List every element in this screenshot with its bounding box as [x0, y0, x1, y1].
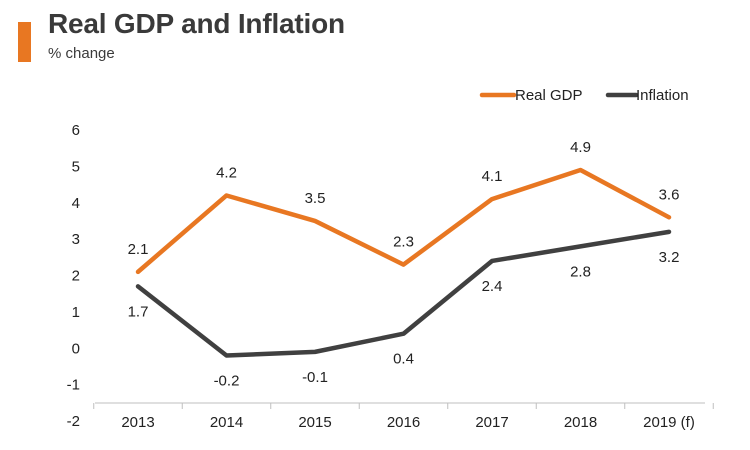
- real-gdp-data-label: 4.2: [216, 164, 237, 181]
- inflation-data-label: -0.2: [214, 373, 240, 390]
- chart-title: Real GDP and Inflation: [48, 8, 345, 39]
- inflation-data-label: 2.8: [570, 263, 591, 280]
- x-tick-label: 2018: [564, 414, 597, 431]
- chart-subtitle: % change: [48, 45, 115, 62]
- x-tick-label: 2016: [387, 414, 420, 431]
- title-accent-bar: [18, 22, 31, 62]
- y-tick-label: 5: [72, 158, 80, 175]
- inflation-line: [135, 229, 672, 358]
- x-tick-label: 2017: [475, 414, 508, 431]
- y-tick-label: 0: [72, 340, 80, 357]
- inflation-data-label: 1.7: [128, 303, 149, 320]
- real-gdp-data-label: 2.1: [128, 241, 149, 258]
- real-gdp-data-label: 3.6: [659, 186, 680, 203]
- real-gdp-data-label: 4.1: [482, 168, 503, 185]
- x-tick-label: 2014: [210, 414, 243, 431]
- inflation-data-label: -0.1: [302, 369, 328, 386]
- legend-inflation-label: Inflation: [636, 87, 689, 104]
- legend-real-gdp-label: Real GDP: [515, 87, 583, 104]
- y-tick-label: 6: [72, 122, 80, 139]
- inflation-data-label: 3.2: [659, 249, 680, 266]
- x-tick-label: 2015: [298, 414, 331, 431]
- y-tick-label: 2: [72, 268, 80, 285]
- real-gdp-data-label: 3.5: [305, 190, 326, 207]
- real-gdp-data-label: 2.3: [393, 234, 414, 251]
- y-tick-label: -1: [67, 377, 80, 394]
- y-tick-label: 1: [72, 304, 80, 321]
- inflation-data-label: 0.4: [393, 351, 414, 368]
- real-gdp-data-label: 4.9: [570, 139, 591, 156]
- y-tick-label: 4: [72, 195, 80, 212]
- inflation-data-label: 2.4: [482, 278, 503, 295]
- x-tick-label: 2019 (f): [643, 414, 695, 431]
- y-tick-label: -2: [67, 413, 80, 430]
- x-tick-label: 2013: [121, 414, 154, 431]
- real-gdp-line: [135, 167, 672, 275]
- y-tick-label: 3: [72, 231, 80, 248]
